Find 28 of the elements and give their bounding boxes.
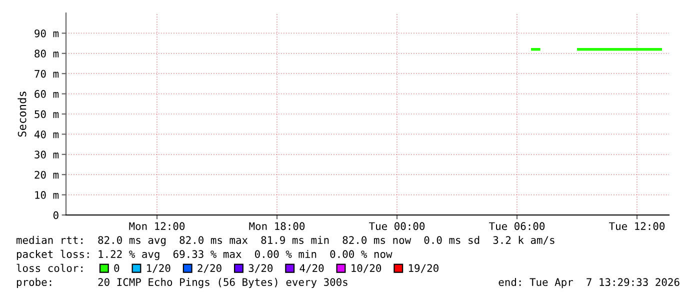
text: probe: 20 ICMP Echo Pings (56 Bytes) every 300s xyxy=(16,278,348,288)
x-tick-label: Tue 06:00 xyxy=(489,222,545,230)
y-tick-label: 60 m xyxy=(34,90,59,98)
y-tick-label: 30 m xyxy=(34,150,59,159)
legend-label: 4/20 xyxy=(300,264,324,273)
y-tick-label: 50 m xyxy=(34,110,59,118)
x-tick-label: Mon 18:00 xyxy=(249,222,305,230)
legend-label: 2/20 xyxy=(198,264,222,273)
legend-label: 10/20 xyxy=(352,264,382,273)
y-tick-label: 40 m xyxy=(34,130,59,138)
y-axis-title: Seconds xyxy=(18,92,26,137)
x-tick-label: Tue 12:00 xyxy=(609,222,665,230)
x-tick-label: Mon 12:00 xyxy=(129,222,185,230)
text: median rtt: 82.0 ms avg 82.0 ms max 81.9 ms min 82.0 ms now 0.0 ms sd 3.2 k am/s xyxy=(16,236,554,246)
legend-label: 1/20 xyxy=(147,264,170,273)
y-tick-label: 70 m xyxy=(34,70,59,78)
legend-label: 0 xyxy=(114,264,120,272)
y-tick-label: 10 m xyxy=(35,191,59,199)
text: loss color: xyxy=(16,264,82,272)
y-tick-label: 80 m xyxy=(34,50,59,58)
y-tick-label: 90 m xyxy=(34,29,59,38)
text: end: Tue Apr 7 13:29:33 2026 xyxy=(498,278,680,288)
y-tick-label: 0 xyxy=(53,211,58,220)
legend-label: 3/20 xyxy=(248,264,273,273)
y-tick-label: 20 m xyxy=(34,170,59,179)
legend-label: 19/20 xyxy=(409,264,438,273)
x-tick-label: Tue 00:00 xyxy=(369,222,425,230)
text: packet loss: 1.22 % avg 69.33 % max 0.00 % min 0.00 % now xyxy=(16,250,392,260)
